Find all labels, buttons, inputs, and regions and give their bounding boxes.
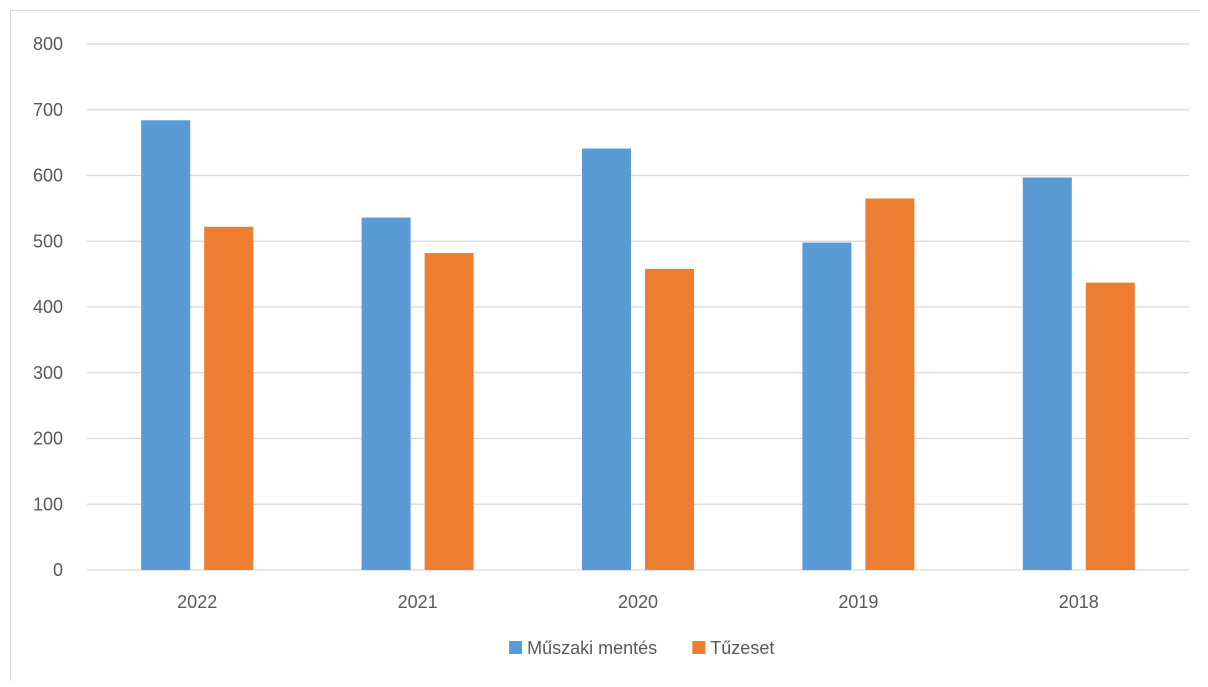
y-tick-label-100: 100	[33, 494, 63, 514]
y-tick-label-400: 400	[33, 297, 63, 317]
y-axis: 0 100 200 300 400 500 600 700 800	[33, 34, 63, 580]
chart-frame: 0 100 200 300 400 500 600 700 800 2022 2021 2020 20…	[10, 10, 1200, 681]
gridlines	[87, 43, 1189, 571]
bar-2019-series-0	[802, 242, 852, 570]
y-tick-label-700: 700	[33, 100, 63, 120]
bar-2021-series-0	[361, 217, 411, 570]
legend-label-0: Műszaki mentés	[527, 638, 657, 658]
x-tick-label-2022: 2022	[177, 592, 217, 612]
bar-2022-series-1	[204, 226, 254, 570]
legend: Műszaki mentés Tűzeset	[509, 638, 774, 658]
y-tick-label-500: 500	[33, 231, 63, 251]
legend-swatch-0	[509, 641, 523, 654]
bars	[141, 120, 1135, 571]
legend-swatch-1	[692, 641, 706, 654]
bar-2019-series-1	[865, 198, 915, 570]
x-axis: 2022 2021 2020 2019 2018	[177, 592, 1099, 612]
x-tick-label-2018: 2018	[1059, 592, 1099, 612]
bar-2022-series-0	[141, 120, 191, 571]
y-tick-label-0: 0	[53, 560, 63, 580]
bar-2020-series-1	[645, 268, 694, 570]
y-tick-label-800: 800	[33, 34, 63, 54]
y-tick-label-200: 200	[33, 429, 63, 449]
bar-2018-series-1	[1085, 282, 1135, 570]
legend-label-1: Tűzeset	[710, 638, 774, 658]
bar-2020-series-0	[582, 148, 631, 571]
y-tick-label-600: 600	[33, 166, 63, 186]
x-tick-label-2020: 2020	[618, 592, 658, 612]
y-tick-label-300: 300	[33, 363, 63, 383]
bar-2021-series-1	[424, 253, 474, 570]
x-tick-label-2019: 2019	[838, 592, 878, 612]
x-tick-label-2021: 2021	[398, 592, 438, 612]
bar-2018-series-0	[1022, 177, 1072, 570]
